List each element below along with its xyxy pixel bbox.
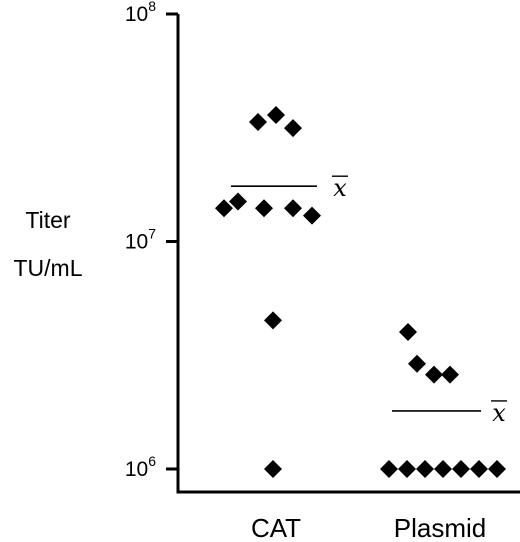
y-axis-label-line-2: TU/mL	[14, 255, 83, 281]
mean-lines: xx	[231, 174, 507, 427]
y-axis-label: Titer TU/mL	[14, 207, 83, 281]
y-tick-label-1: 107	[125, 226, 156, 254]
point-plasmid-0	[399, 323, 417, 342]
point-plasmid-8	[452, 460, 470, 478]
point-cat-8	[264, 311, 282, 330]
y-tick-label-2: 108	[125, 0, 156, 26]
category-label-cat: CAT	[251, 513, 301, 542]
data-points	[215, 105, 506, 478]
point-cat-6	[284, 199, 302, 218]
y-axis-label-line-1: Titer	[25, 207, 70, 233]
point-plasmid-6	[416, 460, 434, 478]
y-tick-label-0: 106	[125, 453, 156, 481]
point-cat-1	[249, 113, 267, 132]
point-plasmid-9	[470, 460, 488, 478]
point-cat-0	[267, 105, 285, 124]
point-cat-2	[284, 119, 302, 138]
point-plasmid-10	[488, 460, 506, 478]
point-plasmid-3	[441, 365, 459, 384]
point-cat-3	[229, 192, 247, 211]
axes	[176, 14, 520, 494]
category-label-plasmid: Plasmid	[394, 513, 486, 542]
point-cat-5	[255, 199, 273, 218]
point-plasmid-5	[398, 460, 416, 478]
point-plasmid-7	[434, 460, 452, 478]
mean-label-plasmid: x	[492, 399, 506, 427]
point-cat-7	[303, 206, 321, 225]
x-category-labels: CAT Plasmid	[251, 513, 486, 542]
point-cat-4	[215, 199, 233, 218]
point-plasmid-4	[380, 460, 398, 478]
mean-label-cat: x	[333, 174, 347, 202]
point-plasmid-2	[425, 365, 443, 384]
y-ticks: 106 107 108	[125, 0, 178, 481]
point-plasmid-1	[408, 354, 426, 373]
point-cat-9	[264, 460, 282, 478]
